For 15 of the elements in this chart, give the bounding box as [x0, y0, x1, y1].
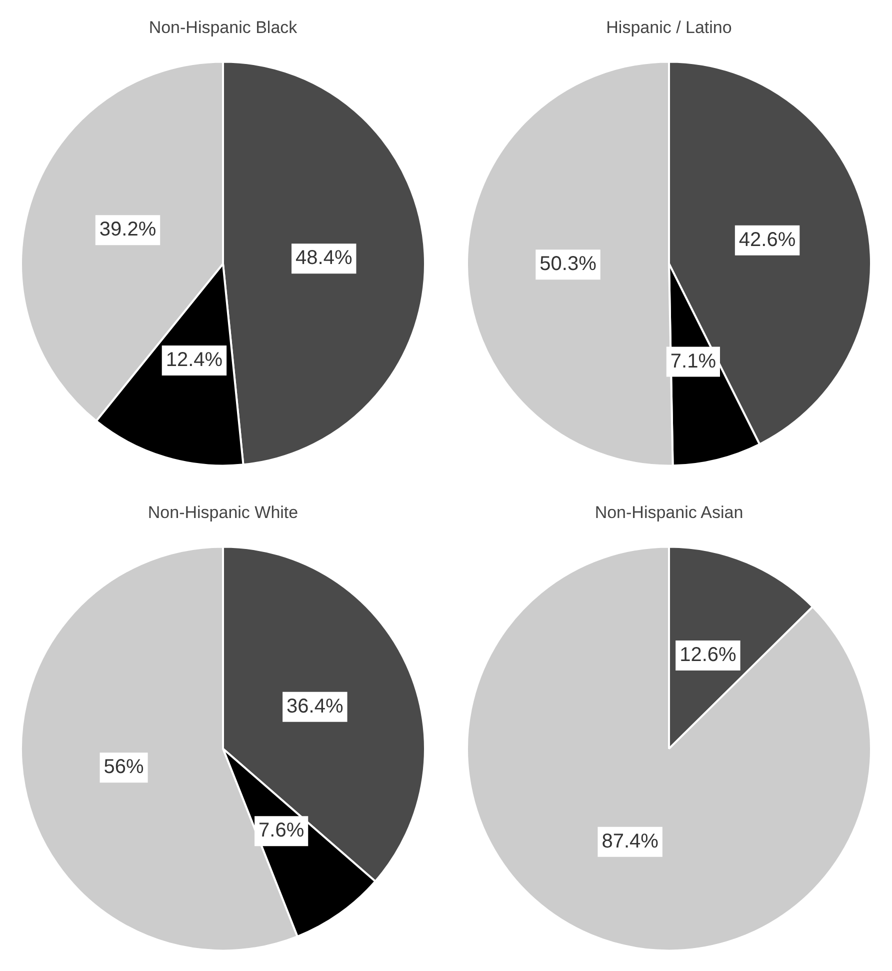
data-label: 87.4% [602, 830, 659, 852]
data-label: 36.4% [286, 695, 344, 718]
chart-title: Non-Hispanic Black [148, 18, 298, 37]
chart-title: Non-Hispanic White [148, 502, 298, 522]
data-label: 12.4% [166, 349, 223, 372]
data-label: 7.1% [670, 350, 716, 372]
data-label: 42.6% [738, 228, 796, 251]
data-label: 48.4% [296, 247, 352, 270]
data-label: 56% [104, 756, 144, 778]
data-label: 50.3% [540, 253, 597, 276]
data-label: 39.2% [99, 218, 156, 241]
chart-title: Non-Hispanic Asian [594, 502, 744, 522]
chart-title: Hispanic / Latino [606, 18, 732, 37]
data-label: 7.6% [258, 820, 304, 842]
data-label: 12.6% [680, 644, 737, 666]
